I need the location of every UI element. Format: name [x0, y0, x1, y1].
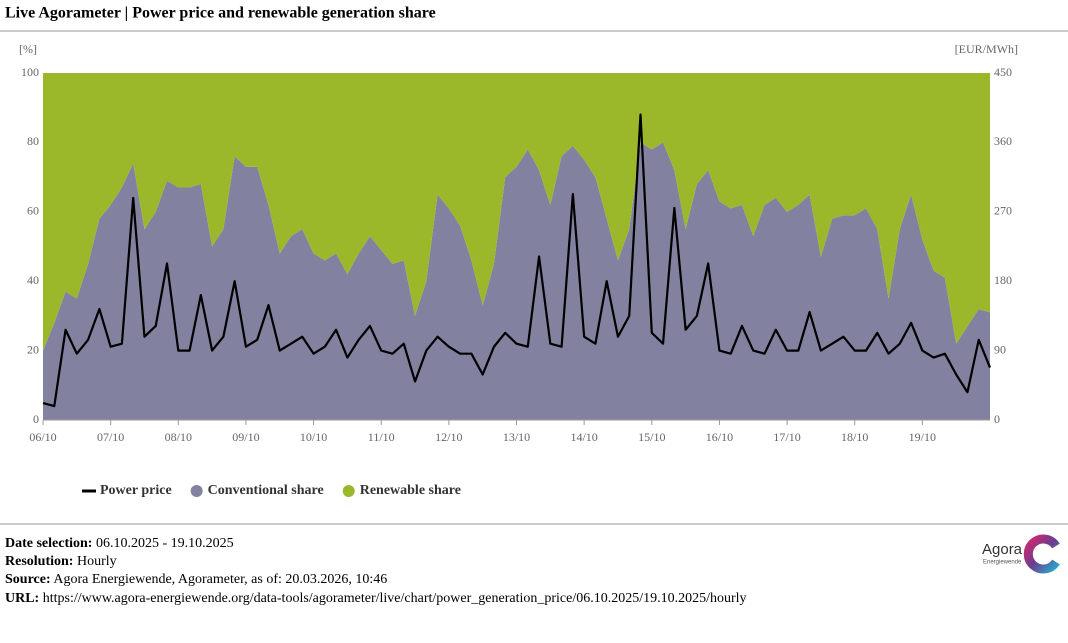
y2-tick-label: 0 — [994, 412, 1000, 426]
footer-value: Hourly — [76, 554, 117, 570]
footer-value: Agora Energiewende, Agorameter, as of: 2… — [53, 572, 388, 588]
footer-row: Date selection: 06.10.2025 - 19.10.2025 — [5, 535, 747, 553]
legend: Power price Conventional share Renewable s… — [82, 483, 461, 498]
y2-axis-label: [EUR/MWh] — [955, 42, 1018, 56]
y-axis-label: [%] — [19, 42, 37, 56]
legend-swatch — [342, 485, 355, 497]
y2-tick-label: 180 — [994, 273, 1012, 287]
footer-value: https://www.agora-energiewende.org/data-… — [42, 590, 747, 606]
footer-row: Source: Agora Energiewende, Agorameter, … — [5, 571, 747, 589]
logo-tagline: Energiewende — [983, 560, 1022, 566]
x-tick-label: 06/10 — [29, 430, 56, 444]
footer: Date selection: 06.10.2025 - 19.10.2025 R… — [5, 535, 747, 608]
x-tick-label: 16/10 — [706, 430, 733, 444]
area — [43, 73, 990, 351]
legend-label: Power price — [100, 483, 172, 498]
x-tick-label: 17/10 — [773, 430, 800, 444]
y-tick-label: 20 — [27, 342, 39, 356]
footer-label: Resolution: — [5, 554, 74, 570]
x-tick-label: 15/10 — [638, 430, 665, 444]
x-tick-label: 18/10 — [841, 430, 868, 444]
y2-tick-label: 90 — [994, 342, 1006, 356]
footer-value: 06.10.2025 - 19.10.2025 — [95, 536, 234, 551]
chart: Live Agorameter | Power price and renewa… — [0, 5, 1068, 525]
y2-tick-label: 270 — [994, 204, 1012, 218]
legend-label: Conventional share — [208, 483, 324, 498]
x-tick-label: 10/10 — [300, 430, 327, 444]
x-tick-label: 14/10 — [570, 430, 597, 444]
y-tick-label: 40 — [27, 273, 39, 287]
y-tick-label: 80 — [27, 134, 39, 148]
y-tick-label: 60 — [27, 204, 39, 218]
x-tick-label: 19/10 — [909, 430, 936, 444]
legend-swatch — [190, 485, 203, 497]
footer-row: Resolution: Hourly — [5, 553, 747, 571]
line — [42, 113, 992, 408]
y2-tick-label: 450 — [994, 65, 1012, 79]
x-tick-label: 08/10 — [165, 430, 192, 444]
x-tick-label: 11/10 — [368, 430, 395, 444]
chart-title: Live Agorameter | Power price and renewa… — [5, 5, 436, 22]
x-tick-label: 13/10 — [503, 430, 530, 444]
footer-label: URL: — [5, 590, 40, 606]
legend-label: Renewable share — [360, 483, 461, 498]
y2-tick-label: 360 — [994, 134, 1012, 148]
footer-label: Source: — [5, 572, 51, 588]
x-tick-label: 12/10 — [435, 430, 462, 444]
logo-name: Agora — [982, 541, 1023, 558]
y-tick-label: 0 — [33, 412, 39, 426]
footer-label: Date selection: — [5, 536, 93, 551]
x-tick-label: 09/10 — [232, 430, 259, 444]
footer-row: URL: https://www.agora-energiewende.org/… — [5, 590, 747, 608]
logo: Agora Energiewende — [982, 534, 1060, 574]
logo-icon — [1023, 534, 1060, 574]
y-tick-label: 100 — [21, 65, 39, 79]
x-tick-label: 07/10 — [97, 430, 124, 444]
